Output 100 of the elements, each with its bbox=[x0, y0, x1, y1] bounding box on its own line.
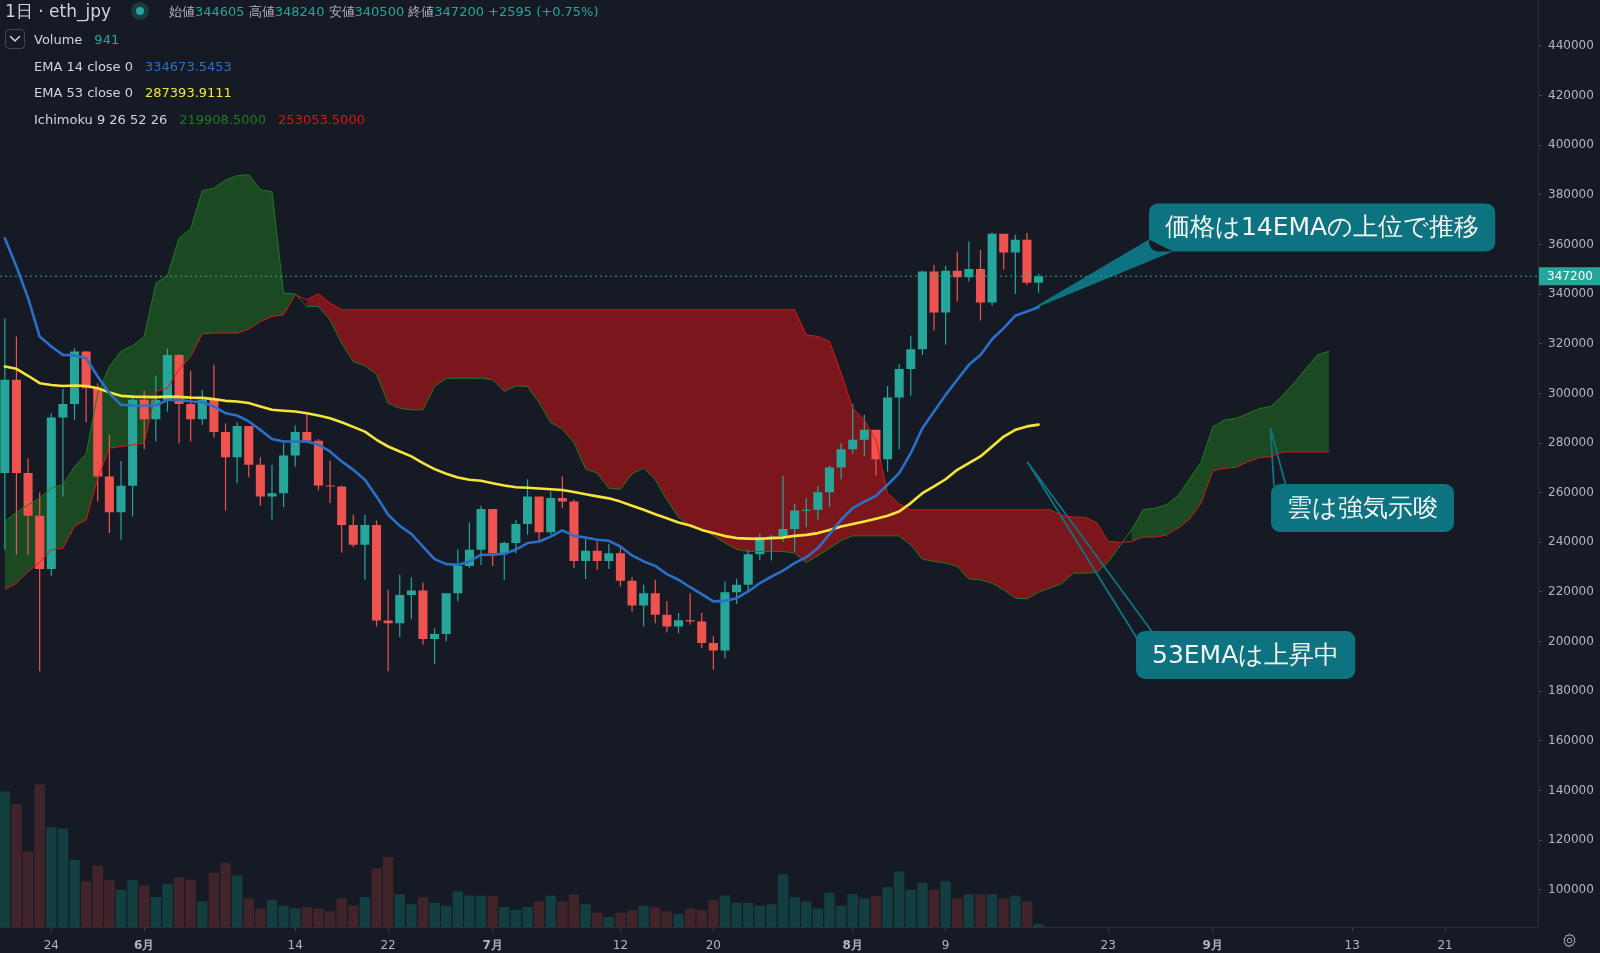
candlestick bbox=[313, 439, 323, 491]
bar bbox=[998, 898, 1009, 927]
bar bbox=[545, 895, 556, 927]
x-tick-label: 6月 bbox=[134, 938, 155, 953]
bar bbox=[684, 908, 696, 927]
bar bbox=[661, 911, 673, 927]
y-tick-label: 260000 bbox=[1548, 484, 1594, 499]
annotation: Ichimoku 9 26 52 26 bbox=[34, 111, 168, 127]
bar bbox=[870, 895, 882, 927]
bar bbox=[591, 912, 603, 927]
bar bbox=[1021, 901, 1033, 927]
candlestick bbox=[662, 600, 672, 633]
candlestick bbox=[441, 593, 451, 642]
y-tick-label: 240000 bbox=[1548, 534, 1594, 549]
annotation: 雲は強気示唆 bbox=[1287, 492, 1438, 522]
y-tick-label: 360000 bbox=[1548, 236, 1594, 251]
candlestick bbox=[627, 577, 637, 612]
candlestick bbox=[569, 499, 579, 569]
y-tick-label: 180000 bbox=[1548, 683, 1594, 698]
candlestick bbox=[557, 476, 567, 509]
bar bbox=[231, 875, 243, 927]
candlestick bbox=[232, 422, 242, 484]
x-tick-label: 24 bbox=[43, 938, 59, 953]
candlestick bbox=[186, 370, 196, 442]
candlestick bbox=[883, 385, 893, 472]
candlestick bbox=[639, 584, 649, 627]
candlestick bbox=[35, 492, 45, 672]
candlestick bbox=[46, 413, 56, 576]
candlestick bbox=[220, 423, 231, 511]
y-tick-label: 140000 bbox=[1548, 782, 1594, 797]
ref-line-label: 347200 bbox=[1547, 268, 1593, 283]
candlestick bbox=[894, 364, 904, 450]
bar bbox=[638, 905, 649, 927]
x-tick-label: 9月 bbox=[1202, 938, 1223, 953]
bar bbox=[1033, 924, 1044, 927]
annotation: 53EMAは上昇中 bbox=[1152, 639, 1340, 669]
x-tick-label: 9 bbox=[941, 938, 950, 953]
candlestick bbox=[325, 460, 335, 504]
bar bbox=[0, 791, 11, 927]
bar bbox=[986, 894, 998, 927]
annotation: 287393.9111 bbox=[145, 85, 232, 100]
candlestick bbox=[244, 425, 254, 478]
candlestick bbox=[279, 443, 289, 508]
candlestick bbox=[813, 485, 823, 520]
annotation: EMA 14 close 0 bbox=[34, 58, 134, 74]
bar bbox=[975, 894, 986, 927]
y-tick-label: 280000 bbox=[1548, 435, 1594, 450]
candlestick bbox=[546, 491, 556, 535]
candlestick bbox=[255, 457, 265, 506]
y-tick-label: 420000 bbox=[1548, 87, 1594, 102]
candlestick bbox=[476, 505, 486, 565]
y-tick-label: 200000 bbox=[1548, 633, 1594, 648]
bar bbox=[138, 885, 150, 927]
annotation: 941 bbox=[94, 31, 120, 47]
candlestick bbox=[360, 514, 370, 580]
chart-title: 1日 · eth_jpy bbox=[5, 0, 112, 21]
bar bbox=[533, 901, 545, 927]
candlestick bbox=[778, 475, 788, 543]
candlestick bbox=[58, 388, 68, 497]
y-tick-label: 340000 bbox=[1548, 286, 1594, 301]
candlestick bbox=[999, 233, 1009, 270]
bar bbox=[359, 897, 371, 927]
bar bbox=[928, 889, 940, 927]
candlestick bbox=[511, 519, 521, 554]
x-tick-label: 22 bbox=[380, 938, 396, 953]
candlestick bbox=[1022, 233, 1032, 285]
bar bbox=[197, 901, 208, 927]
y-tick-label: 120000 bbox=[1548, 832, 1594, 847]
candlestick bbox=[395, 574, 405, 638]
candlestick bbox=[104, 434, 114, 534]
y-tick-label: 440000 bbox=[1548, 38, 1594, 53]
candlestick bbox=[348, 514, 358, 548]
annotation: 価格は14EMAの上位で推移 bbox=[1164, 211, 1480, 241]
x-tick-label: 12 bbox=[612, 938, 629, 953]
candlestick bbox=[418, 582, 428, 645]
candlestick bbox=[673, 613, 684, 634]
candlestick bbox=[128, 395, 138, 517]
y-tick-label: 320000 bbox=[1548, 335, 1594, 350]
candlestick bbox=[708, 636, 718, 670]
y-tick-label: 400000 bbox=[1548, 137, 1594, 152]
candlestick bbox=[11, 336, 21, 555]
bar bbox=[80, 881, 92, 927]
bar bbox=[487, 895, 498, 927]
candlestick bbox=[743, 549, 753, 592]
bar bbox=[673, 914, 684, 927]
y-tick-label: 220000 bbox=[1548, 584, 1594, 599]
candlestick bbox=[859, 414, 869, 456]
bar bbox=[580, 904, 591, 927]
candlestick bbox=[697, 613, 707, 649]
candlestick bbox=[116, 460, 126, 540]
x-tick-label: 21 bbox=[1437, 938, 1453, 953]
annotation: 253053.5000 bbox=[278, 111, 365, 127]
annotation: EMA 53 close 0 bbox=[34, 85, 134, 100]
bar bbox=[417, 897, 429, 927]
bar bbox=[650, 907, 661, 927]
candlestick bbox=[522, 479, 533, 535]
candlestick bbox=[0, 318, 10, 550]
x-tick-label: 7月 bbox=[482, 938, 503, 953]
chart-title: Volume bbox=[34, 31, 83, 47]
bar bbox=[603, 917, 615, 927]
